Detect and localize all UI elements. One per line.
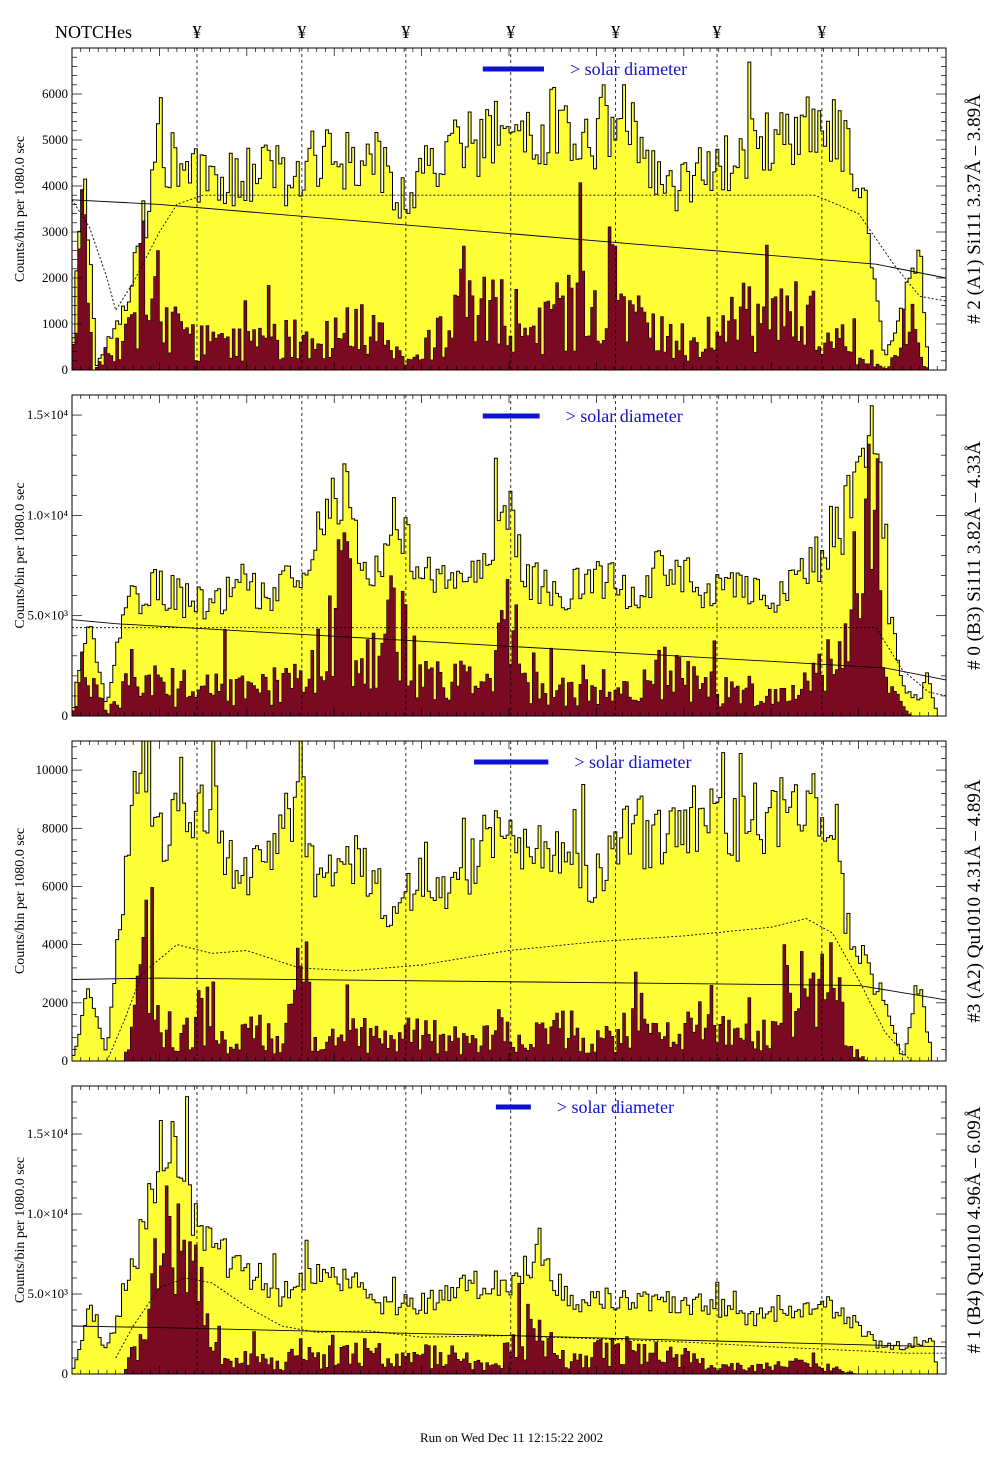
y-tick-label: 2000 bbox=[42, 270, 68, 285]
total-counts-histogram bbox=[71, 61, 946, 371]
notch-markers: ¥ ¥ ¥ ¥ ¥ ¥ ¥ bbox=[192, 22, 826, 42]
y-tick-label: 0 bbox=[62, 362, 69, 377]
y-tick-label: 8000 bbox=[42, 820, 68, 835]
y-axis-label: Counts/bin per 1080.0 sec bbox=[13, 136, 28, 282]
y-tick-label: 6000 bbox=[42, 86, 68, 101]
total-counts-histogram bbox=[71, 1096, 946, 1375]
panel-title: # 2 (A1) Si111 3.37Å – 3.89Å bbox=[964, 94, 985, 324]
model-curve bbox=[72, 627, 947, 697]
y-tick-label: 1.5×10⁴ bbox=[27, 1126, 69, 1141]
total-counts-histogram bbox=[71, 740, 946, 1062]
y-tick-label: 2000 bbox=[42, 995, 68, 1010]
solar-diameter-label: > solar diameter bbox=[574, 752, 691, 772]
y-axis-label: Counts/bin per 1080.0 sec bbox=[13, 828, 28, 974]
y-tick-label: 5000 bbox=[42, 132, 68, 147]
notch-marker-7: ¥ bbox=[817, 22, 826, 42]
panel-title: #3 (A2) Qu1010 4.31Å – 4.89Å bbox=[964, 779, 985, 1023]
y-tick-label: 3000 bbox=[42, 224, 68, 239]
y-tick-label: 1.0×10⁴ bbox=[27, 1206, 69, 1221]
model-curve bbox=[106, 918, 912, 1062]
solar-diameter-label: > solar diameter bbox=[566, 406, 683, 426]
chart-panel-3: 0 2000 4000 6000 8000 10000 Counts/bin per 108… bbox=[13, 740, 985, 1068]
y-tick-label: 4000 bbox=[42, 178, 68, 193]
panel-title: # 1 (B4) Qu1010 4.96Å – 6.09Å bbox=[964, 1106, 985, 1353]
y-tick-label: 4000 bbox=[42, 937, 68, 952]
y-tick-label: 1.5×10⁴ bbox=[27, 407, 69, 422]
y-axis-label: Counts/bin per 1080.0 sec bbox=[13, 482, 28, 628]
run-timestamp: Run on Wed Dec 11 12:15:22 2002 bbox=[420, 1430, 603, 1445]
y-tick-label: 6000 bbox=[42, 878, 68, 893]
panel-title: # 0 (B3) Si111 3.82Å – 4.33Å bbox=[964, 441, 985, 670]
notches-label: NOTCHes bbox=[55, 22, 132, 42]
notch-marker-6: ¥ bbox=[713, 22, 722, 42]
notch-marker-5: ¥ bbox=[611, 22, 620, 42]
notch-marker-2: ¥ bbox=[297, 22, 306, 42]
y-tick-label: 0 bbox=[62, 1053, 69, 1068]
y-tick-label: 5.0×10³ bbox=[28, 1286, 69, 1301]
y-tick-label: 1.0×10⁴ bbox=[27, 507, 69, 522]
chart-panel-1: 0 1000 2000 3000 4000 5000 6000 Counts/bin per … bbox=[13, 47, 985, 377]
subset-counts-histogram bbox=[72, 1185, 946, 1375]
y-tick-label: 5.0×10³ bbox=[28, 608, 69, 623]
baseline-curve bbox=[71, 1325, 947, 1348]
subset-counts-histogram bbox=[71, 443, 946, 717]
baseline-curve bbox=[71, 977, 947, 1001]
baseline-curve bbox=[71, 199, 947, 279]
solar-diameter-label: > solar diameter bbox=[570, 59, 687, 79]
y-axis-label: Counts/bin per 1080.0 sec bbox=[13, 1157, 28, 1303]
chart-panels: 0 1000 2000 3000 4000 5000 6000 Counts/bin per … bbox=[13, 47, 985, 1381]
total-counts-histogram bbox=[71, 405, 946, 717]
notch-marker-1: ¥ bbox=[192, 22, 201, 42]
y-tick-label: 1000 bbox=[42, 316, 68, 331]
y-tick-label: 0 bbox=[62, 1366, 69, 1381]
chart-panel-2: 0 5.0×10³ 1.0×10⁴ 1.5×10⁴ Counts/bin per 108… bbox=[13, 394, 985, 723]
notches-header: NOTCHes ¥ ¥ ¥ ¥ ¥ ¥ ¥ bbox=[55, 22, 826, 42]
baseline-curve bbox=[71, 619, 947, 681]
subset-counts-histogram bbox=[71, 182, 946, 371]
chart-panel-4: 0 5.0×10³ 1.0×10⁴ 1.5×10⁴ Counts/bin per 108… bbox=[13, 1085, 985, 1381]
notch-marker-3: ¥ bbox=[401, 22, 410, 42]
y-tick-label: 10000 bbox=[36, 762, 69, 777]
subset-counts-histogram bbox=[72, 887, 946, 1062]
solar-diameter-label: > solar diameter bbox=[557, 1097, 674, 1117]
y-tick-label: 0 bbox=[62, 708, 69, 723]
notch-marker-4: ¥ bbox=[506, 22, 515, 42]
